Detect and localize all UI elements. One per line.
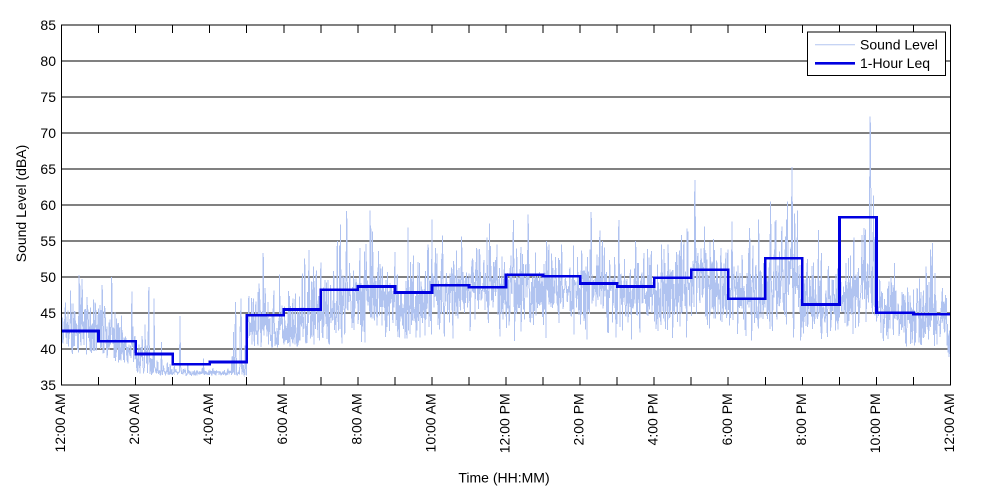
svg-text:8:00 PM: 8:00 PM [793, 393, 809, 445]
svg-text:2:00 AM: 2:00 AM [126, 393, 142, 444]
svg-text:80: 80 [40, 53, 56, 69]
svg-text:2:00 PM: 2:00 PM [571, 393, 587, 445]
svg-text:45: 45 [40, 305, 56, 321]
svg-text:12:00 AM: 12:00 AM [941, 393, 957, 452]
svg-text:55: 55 [40, 233, 56, 249]
svg-text:8:00 AM: 8:00 AM [348, 393, 364, 444]
svg-text:70: 70 [40, 125, 56, 141]
svg-text:35: 35 [40, 377, 56, 393]
svg-text:60: 60 [40, 197, 56, 213]
svg-text:75: 75 [40, 89, 56, 105]
svg-text:4:00 PM: 4:00 PM [645, 393, 661, 445]
svg-text:6:00 PM: 6:00 PM [719, 393, 735, 445]
svg-text:85: 85 [40, 17, 56, 33]
svg-text:10:00 AM: 10:00 AM [422, 393, 438, 452]
svg-text:65: 65 [40, 161, 56, 177]
svg-text:1-Hour Leq: 1-Hour Leq [860, 55, 930, 71]
svg-text:6:00 AM: 6:00 AM [274, 393, 290, 444]
svg-text:Sound Level (dBA): Sound Level (dBA) [13, 145, 29, 263]
svg-text:Sound Level: Sound Level [860, 37, 938, 53]
svg-text:50: 50 [40, 269, 56, 285]
svg-text:12:00 AM: 12:00 AM [52, 393, 68, 452]
svg-text:Time (HH:MM): Time (HH:MM) [458, 470, 549, 486]
svg-text:12:00 PM: 12:00 PM [497, 393, 513, 453]
svg-text:4:00 AM: 4:00 AM [200, 393, 216, 444]
svg-text:10:00 PM: 10:00 PM [867, 393, 883, 453]
svg-text:40: 40 [40, 341, 56, 357]
